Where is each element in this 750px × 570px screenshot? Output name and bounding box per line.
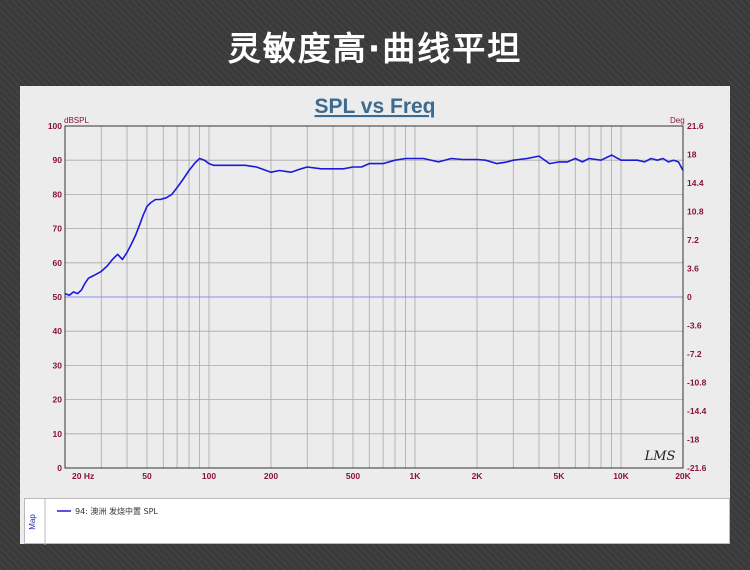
x-tick-label: 20 Hz bbox=[72, 471, 94, 481]
y-tick-label: 40 bbox=[53, 326, 63, 336]
y2-tick-label: 14.4 bbox=[687, 178, 704, 188]
y2-tick-label: 18 bbox=[687, 150, 697, 160]
y2-tick-label: -10.8 bbox=[687, 378, 707, 388]
y-tick-label: 0 bbox=[57, 463, 62, 473]
y2-tick-label: -18 bbox=[687, 435, 700, 445]
spl-series-line bbox=[64, 154, 684, 297]
legend-side-label: Map bbox=[28, 514, 37, 530]
y-tick-label: 90 bbox=[53, 155, 63, 165]
y-tick-label: 80 bbox=[53, 189, 63, 199]
banner-title: 灵敏度高·曲线平坦 bbox=[227, 29, 523, 68]
x-tick-label: 2K bbox=[472, 471, 484, 481]
legend-entry-label: 94: 澳洲 发烧中置 SPL bbox=[75, 506, 158, 516]
spl-frequency-chart: SPL vs Freq dBSPL Deg 20 Hz 50 100 200 500 1K… bbox=[48, 95, 707, 481]
y-tick-label: 10 bbox=[53, 429, 63, 439]
x-tick-label: 5K bbox=[554, 471, 566, 481]
lms-watermark: LMS bbox=[644, 449, 676, 464]
y2-tick-label: 21.6 bbox=[687, 121, 704, 131]
y2-tick-label: 0 bbox=[687, 292, 692, 302]
legend-box: Map 94: 澳洲 发烧中置 SPL bbox=[24, 498, 730, 545]
x-tick-label: 10K bbox=[613, 471, 629, 481]
y-tick-label: 70 bbox=[53, 224, 63, 234]
y2-tick-label: -21.6 bbox=[687, 463, 707, 473]
tick-labels: 20 Hz 50 100 200 500 1K 2K 5K 10K 20K 0 10 20 30 40 50 6… bbox=[48, 121, 707, 481]
chart-title: SPL vs Freq bbox=[315, 95, 436, 118]
chart-panel: SPL vs Freq dBSPL Deg 20 Hz 50 100 200 500 1K… bbox=[20, 86, 730, 544]
x-tick-label: 50 bbox=[142, 471, 152, 481]
x-tick-label: 20K bbox=[675, 471, 691, 481]
y2-tick-label: 7.2 bbox=[687, 235, 699, 245]
y-tick-label: 100 bbox=[48, 121, 62, 131]
y-tick-label: 50 bbox=[53, 292, 63, 302]
plot-frame bbox=[64, 125, 684, 469]
x-tick-label: 500 bbox=[346, 471, 360, 481]
curve-group bbox=[64, 154, 684, 297]
y-axis-label-right: Deg bbox=[670, 116, 685, 125]
x-tick-label: 200 bbox=[264, 471, 278, 481]
x-tick-label: 1K bbox=[410, 471, 422, 481]
y2-tick-label: -3.6 bbox=[687, 321, 702, 331]
y2-tick-label: -14.4 bbox=[687, 406, 707, 416]
y2-tick-label: -7.2 bbox=[687, 349, 702, 359]
y-tick-label: 20 bbox=[53, 395, 63, 405]
y2-tick-label: 10.8 bbox=[687, 207, 704, 217]
y2-tick-label: 3.6 bbox=[687, 264, 699, 274]
y-tick-label: 60 bbox=[53, 258, 63, 268]
x-tick-label: 100 bbox=[202, 471, 216, 481]
y-axis-label-left: dBSPL bbox=[64, 116, 89, 125]
y-tick-label: 30 bbox=[53, 360, 63, 370]
